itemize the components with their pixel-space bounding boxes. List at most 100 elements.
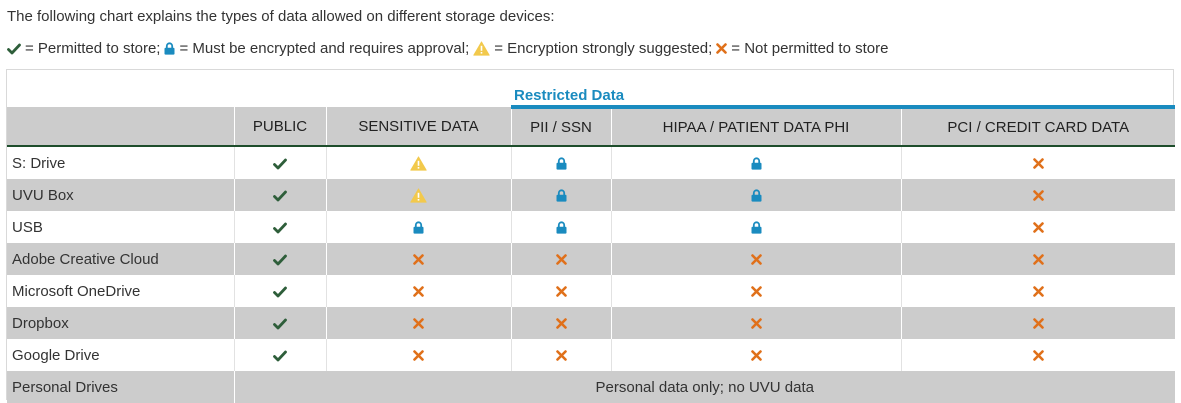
legend-text: = Permitted to store; <box>25 40 161 57</box>
status-cell <box>233 307 326 339</box>
warning-icon <box>410 156 427 171</box>
status-cell <box>325 211 511 243</box>
legend-text: = Not permitted to store <box>731 40 889 57</box>
x-icon <box>555 286 567 297</box>
table-row: UVU Box <box>7 179 1176 211</box>
status-cell <box>233 275 326 307</box>
check-icon <box>273 254 287 266</box>
header-blank <box>7 107 234 147</box>
legend-text: = Must be encrypted and requires approva… <box>179 40 470 57</box>
row-label: UVU Box <box>7 179 234 211</box>
x-icon <box>413 254 424 265</box>
restricted-data-label: Restricted Data <box>511 79 1176 109</box>
status-cell <box>900 243 1176 275</box>
check-icon <box>7 43 21 55</box>
table-row: Microsoft OneDrive <box>7 275 1176 307</box>
status-cell <box>325 307 511 339</box>
lock-icon <box>751 221 762 234</box>
table-row: USB <box>7 211 1176 243</box>
status-cell <box>325 146 511 179</box>
x-icon <box>413 350 424 361</box>
check-icon <box>273 190 287 202</box>
group-header-row: Restricted Data <box>7 79 1176 109</box>
check-icon <box>273 286 287 298</box>
column-header: HIPAA / PATIENT DATA PHI <box>610 107 901 147</box>
x-icon <box>1032 190 1044 201</box>
status-cell <box>233 146 326 179</box>
row-label: Microsoft OneDrive <box>7 275 234 307</box>
lock-icon <box>413 221 424 234</box>
column-header: PII / SSN <box>510 107 611 147</box>
x-icon <box>413 286 424 297</box>
x-icon <box>555 254 567 265</box>
lock-icon <box>751 157 762 170</box>
status-cell <box>233 179 326 211</box>
lock-icon <box>556 157 567 170</box>
status-cell <box>510 179 611 211</box>
row-label: Google Drive <box>7 339 234 371</box>
status-cell <box>510 146 611 179</box>
status-cell <box>900 146 1176 179</box>
x-icon <box>750 286 762 297</box>
status-cell <box>510 307 611 339</box>
check-icon <box>273 350 287 362</box>
lock-icon <box>751 189 762 202</box>
check-icon <box>273 222 287 234</box>
status-cell <box>900 307 1176 339</box>
status-cell <box>233 339 326 371</box>
status-cell <box>510 211 611 243</box>
column-header: PCI / CREDIT CARD DATA <box>900 107 1176 147</box>
x-icon <box>1032 158 1044 169</box>
x-icon <box>1032 350 1044 361</box>
status-cell <box>233 211 326 243</box>
status-cell <box>510 275 611 307</box>
status-cell <box>510 243 611 275</box>
check-icon <box>273 158 287 170</box>
x-icon <box>1032 318 1044 329</box>
status-cell <box>325 339 511 371</box>
status-cell <box>610 339 901 371</box>
lock-icon <box>164 42 175 55</box>
status-cell <box>233 243 326 275</box>
x-icon <box>1032 222 1044 233</box>
x-icon <box>716 43 728 54</box>
status-cell <box>610 179 901 211</box>
table-row: Adobe Creative Cloud <box>7 243 1176 275</box>
status-cell <box>900 339 1176 371</box>
personal-drives-note: Personal data only; no UVU data <box>233 371 1176 403</box>
warning-icon <box>410 188 427 203</box>
table-row: S: Drive <box>7 146 1176 179</box>
status-cell <box>610 243 901 275</box>
x-icon <box>750 254 762 265</box>
row-label: USB <box>7 211 234 243</box>
status-cell <box>610 275 901 307</box>
x-icon <box>750 318 762 329</box>
lock-icon <box>556 221 567 234</box>
row-label: S: Drive <box>7 146 234 179</box>
column-header: PUBLIC <box>233 107 326 147</box>
status-cell <box>900 179 1176 211</box>
column-header: SENSITIVE DATA <box>325 107 511 147</box>
x-icon <box>1032 286 1044 297</box>
table-row: Dropbox <box>7 307 1176 339</box>
table-row-personal-drives: Personal Drives Personal data only; no UV… <box>7 371 1176 403</box>
x-icon <box>413 318 424 329</box>
status-cell <box>325 179 511 211</box>
x-icon <box>750 350 762 361</box>
x-icon <box>1032 254 1044 265</box>
x-icon <box>555 350 567 361</box>
icon-legend: = Permitted to store; = Must be encrypted… <box>7 40 892 57</box>
check-icon <box>273 318 287 330</box>
x-icon <box>555 318 567 329</box>
status-cell <box>900 211 1176 243</box>
intro-text: The following chart explains the types o… <box>7 8 555 25</box>
status-cell <box>900 275 1176 307</box>
lock-icon <box>556 189 567 202</box>
status-cell <box>610 146 901 179</box>
column-header-row: PUBLIC SENSITIVE DATA PII / SSN HIPAA / PAT… <box>7 107 1176 147</box>
status-cell <box>610 307 901 339</box>
warning-icon <box>473 41 490 56</box>
table-row: Google Drive <box>7 339 1176 371</box>
legend-text: = Encryption strongly suggested; <box>494 40 713 57</box>
row-label: Personal Drives <box>7 371 234 403</box>
